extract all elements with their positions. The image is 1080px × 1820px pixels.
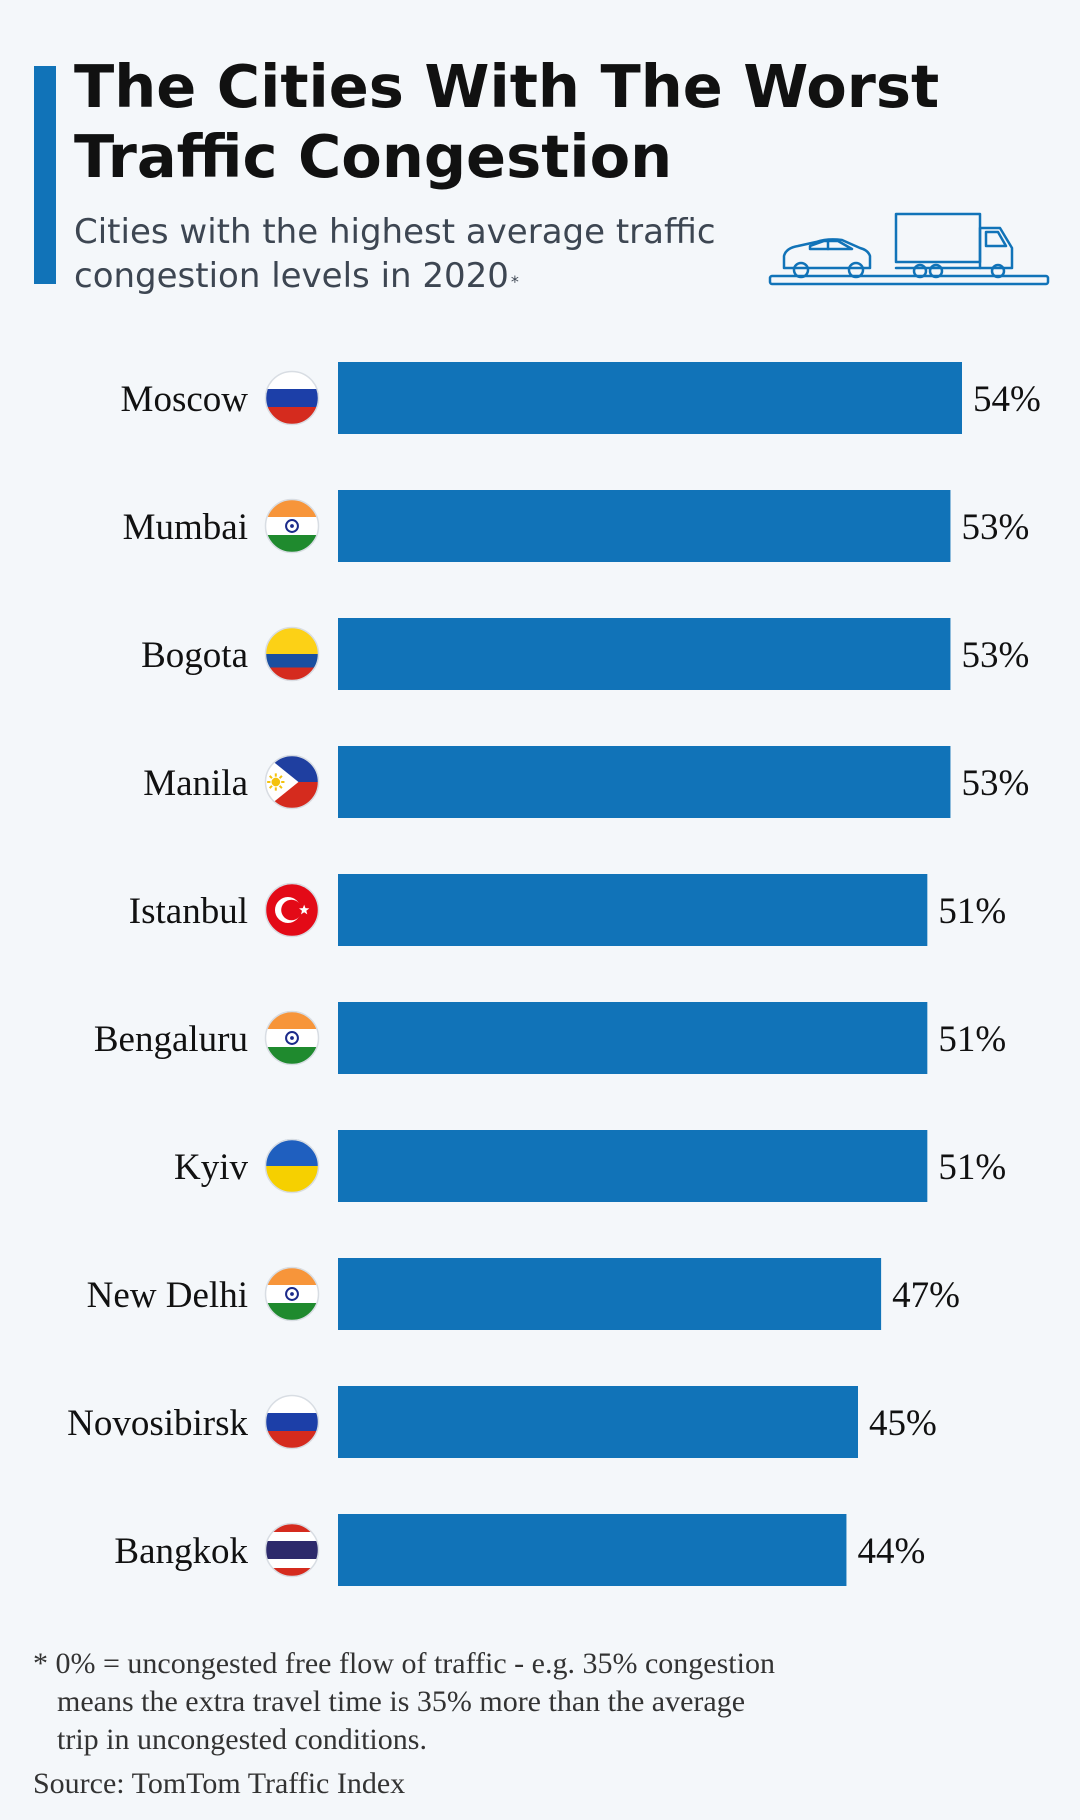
category-label: Bengaluru <box>94 1019 248 1060</box>
data-label: 47% <box>892 1275 960 1316</box>
bar <box>338 1130 928 1202</box>
flag-colombia-icon <box>264 626 320 682</box>
bar <box>338 490 951 562</box>
chart-subtitle: Cities with the highest average traffic … <box>74 210 774 298</box>
flag-india-icon <box>264 498 320 554</box>
flag-russia-icon <box>264 370 320 426</box>
chart-title: The Cities With The Worst Traffic Conges… <box>74 52 940 191</box>
flag-philippines-icon <box>264 754 320 810</box>
category-label: New Delhi <box>87 1275 248 1316</box>
data-label: 44% <box>857 1531 925 1572</box>
flag-thailand-icon <box>264 1522 320 1578</box>
footnote-line-1: * 0% = uncongested free flow of traffic … <box>33 1647 775 1680</box>
flag-russia-icon <box>264 1394 320 1450</box>
bar <box>338 874 928 946</box>
flag-india-icon <box>264 1266 320 1322</box>
footnote: * 0% = uncongested free flow of traffic … <box>33 1645 1033 1759</box>
category-label: Moscow <box>121 379 249 420</box>
category-label: Bangkok <box>114 1531 248 1572</box>
data-label: 51% <box>938 891 1006 932</box>
category-label: Manila <box>143 763 248 804</box>
bar <box>338 1386 858 1458</box>
car-and-truck-icon <box>768 212 1050 286</box>
bar <box>338 618 951 690</box>
source-note: Source: TomTom Traffic Index <box>33 1767 406 1800</box>
flag-india-icon <box>264 1010 320 1066</box>
subtitle-text: Cities with the highest average traffic … <box>74 212 716 296</box>
bar <box>338 1258 882 1330</box>
data-label: 51% <box>938 1019 1006 1060</box>
flag-turkey-icon <box>264 882 320 938</box>
footnote-line-2: means the extra travel time is 35% more … <box>57 1685 746 1718</box>
category-label: Mumbai <box>123 507 248 548</box>
flag-ukraine-icon <box>264 1138 320 1194</box>
bar <box>338 362 962 434</box>
category-label: Novosibirsk <box>67 1403 248 1444</box>
data-label: 53% <box>961 635 1029 676</box>
data-label: 51% <box>938 1147 1006 1188</box>
data-label: 53% <box>961 763 1029 804</box>
bar-chart: Moscow 54% Mumbai 53% Bogota 53% Manila 53% Ista… <box>67 362 1041 1586</box>
category-label: Kyiv <box>174 1147 249 1188</box>
bar <box>338 1002 928 1074</box>
bar <box>338 746 951 818</box>
bar <box>338 1514 847 1586</box>
category-label: Istanbul <box>129 891 248 932</box>
footnote-line-3: trip in uncongested conditions. <box>57 1723 427 1756</box>
subtitle-asterisk: * <box>510 272 519 291</box>
title-accent-bar <box>34 66 56 284</box>
data-label: 54% <box>973 379 1041 420</box>
data-label: 45% <box>869 1403 937 1444</box>
data-label: 53% <box>961 507 1029 548</box>
category-label: Bogota <box>141 635 248 676</box>
